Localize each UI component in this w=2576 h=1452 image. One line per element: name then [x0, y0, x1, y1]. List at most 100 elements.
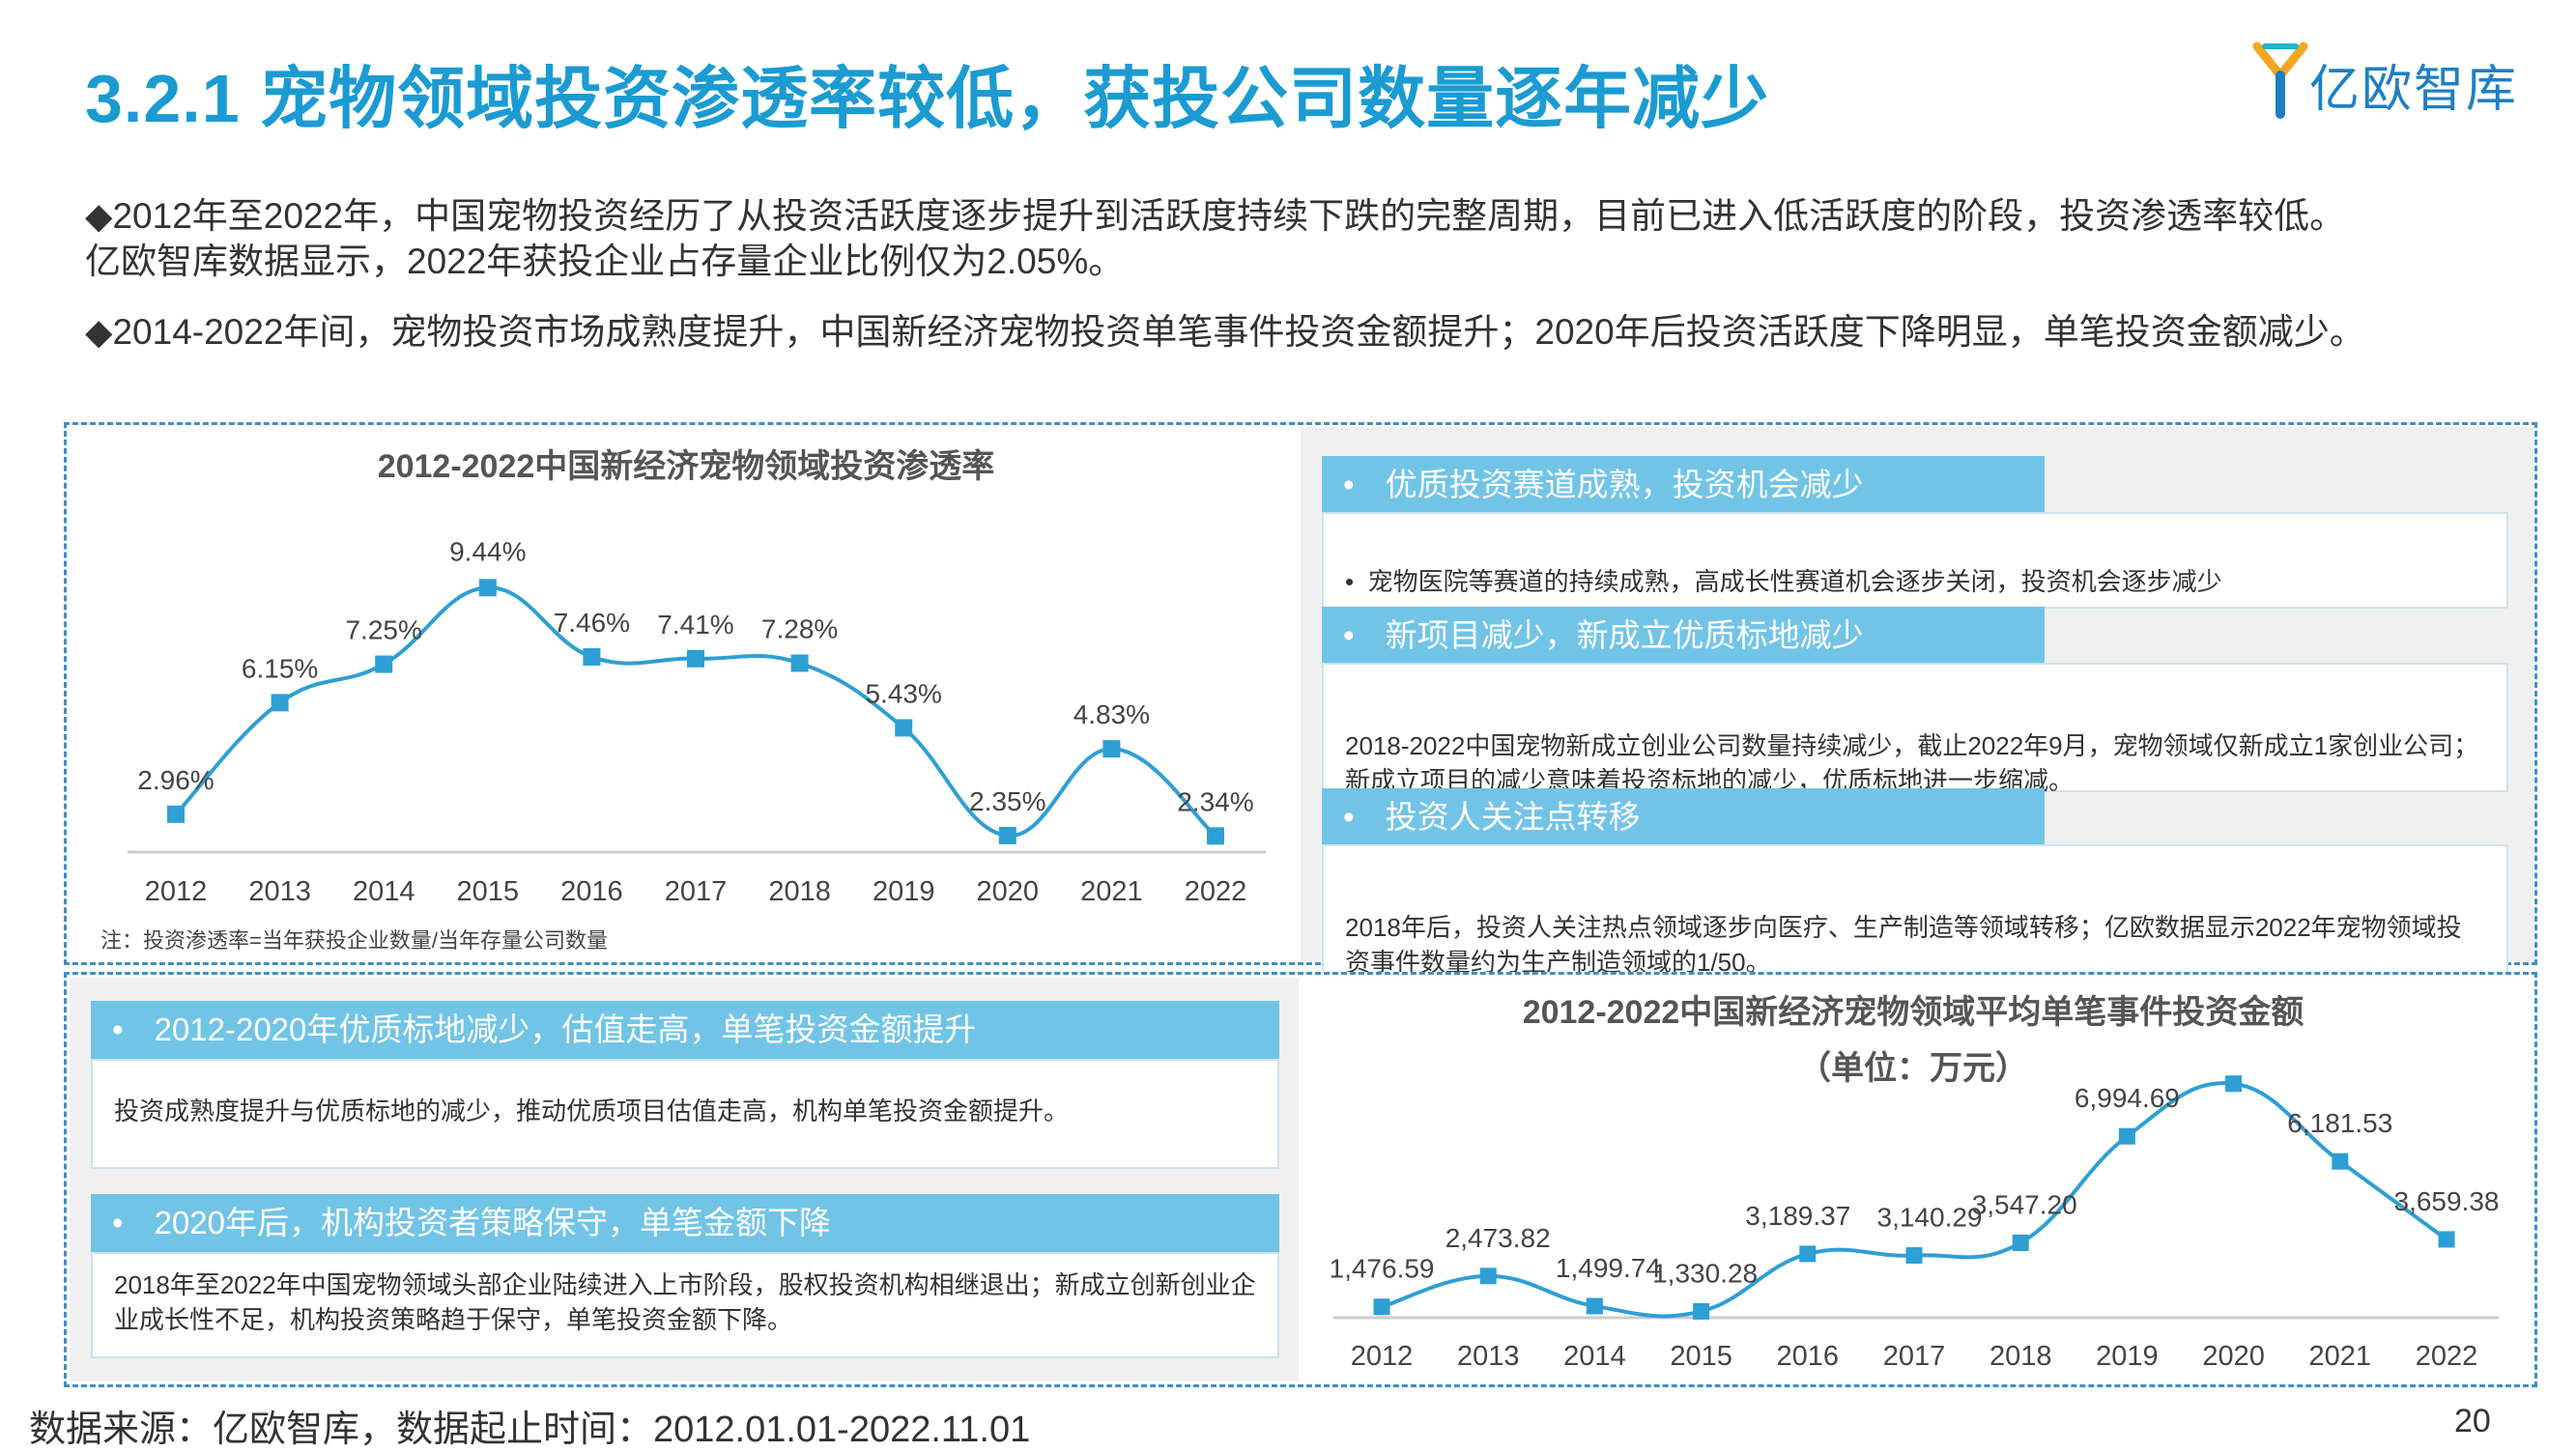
data-label: 7.46% [554, 608, 630, 638]
data-label: 2.35% [969, 786, 1045, 816]
data-label: 9.44% [449, 536, 526, 566]
x-tick-label: 2019 [873, 876, 935, 907]
right-card-3-body: 2018年后，投资人关注热点领域逐步向医疗、生产制造等领域转移；亿欧数据显示20… [1322, 844, 2508, 977]
data-point [1586, 1297, 1603, 1315]
data-label: 7.25% [345, 615, 421, 645]
data-point [271, 694, 289, 712]
data-point [375, 655, 393, 673]
x-tick-label: 2016 [560, 876, 623, 907]
right-card-2-header: • 新项目减少，新成立优质标地减少 [1322, 607, 2045, 665]
x-tick-label: 2021 [1080, 876, 1143, 907]
data-label: 3,659.38 [2394, 1186, 2500, 1216]
data-label: 3,547.20 [1972, 1189, 2077, 1219]
data-point [687, 649, 704, 668]
data-label: 7.41% [657, 610, 733, 640]
x-tick-label: 2014 [353, 876, 415, 907]
intro-bullet-1-line-1: ◆2012年至2022年，中国宠物投资经历了从投资活跃度逐步提升到活跃度持续下跌… [85, 196, 2346, 236]
data-label: 4.83% [1073, 699, 1150, 729]
data-label: 6,181.53 [2287, 1108, 2392, 1138]
data-label: 2,473.82 [1445, 1223, 1551, 1253]
right-card-1-body: • 宠物医院等赛道的持续成熟，高成长性赛道机会逐步关闭，投资机会逐步减少 [1322, 512, 2508, 609]
data-label: 1,499.74 [1556, 1253, 1661, 1283]
data-point [2438, 1231, 2455, 1248]
left-card-2-title: 2020年后，机构投资者策略保守，单笔金额下降 [154, 1205, 831, 1240]
right-card-3-title: 投资人关注点转移 [1385, 799, 1641, 835]
data-point [2012, 1234, 2029, 1251]
x-tick-label: 2020 [977, 876, 1040, 907]
data-point [1373, 1298, 1390, 1316]
data-point [1905, 1247, 1923, 1265]
data-point [1799, 1245, 1817, 1263]
right-card-2: • 新项目减少，新成立优质标地减少 2018-2022中国宠物新成立创业公司数量持… [1322, 607, 2508, 795]
left-card-1-title: 2012-2020年优质标地减少，估值走高，单笔投资金额提升 [154, 1011, 977, 1047]
left-card-1-body: 投资成熟度提升与优质标地的减少，推动优质项目估值走高，机构单笔投资金额提升。 [91, 1059, 1279, 1169]
data-label: 2.34% [1177, 786, 1253, 816]
intro-bullet-1-line-2: 亿欧智库数据显示，2022年获投企业占存量企业比例仅为2.05%。 [85, 242, 1125, 281]
bullet-dot: • [1343, 799, 1355, 835]
series-line [1381, 1081, 2448, 1319]
logo: 亿欧智库 [2251, 37, 2532, 124]
x-tick-label: 2018 [768, 876, 831, 907]
right-card-2-title: 新项目减少，新成立优质标地减少 [1385, 617, 1864, 653]
x-tick-label: 2012 [145, 876, 208, 907]
data-point [790, 654, 809, 672]
right-card-1-title: 优质投资赛道成熟，投资机会减少 [1385, 467, 1864, 502]
page-number: 20 [2454, 1403, 2491, 1439]
bullet-dot: • [112, 1205, 124, 1240]
chart1-title: 2012-2022中国新经济宠物领域投资渗透率 [377, 448, 995, 485]
data-point [1102, 740, 1121, 758]
chart2-subtitle: （单位：万元） [1798, 1050, 2028, 1087]
data-label: 1,330.28 [1652, 1258, 1758, 1288]
data-label: 6.15% [242, 653, 318, 683]
right-card-3: • 投资人关注点转移 2018年后，投资人关注热点领域逐步向医疗、生产制造等领域转… [1322, 788, 2508, 977]
chart1-note: 注：投资渗透率=当年获投企业数量/当年存量公司数量 [100, 928, 608, 953]
x-tick-label: 2012 [1351, 1341, 1414, 1372]
x-tick-label: 2022 [2416, 1341, 2478, 1372]
data-label: 6,994.69 [2075, 1083, 2180, 1113]
x-tick-label: 2019 [2096, 1341, 2159, 1372]
x-tick-label: 2016 [1777, 1341, 1840, 1372]
data-point [1693, 1302, 1710, 1320]
bullet-dot: • [112, 1011, 124, 1047]
bullet-dot: • [1345, 567, 1355, 596]
logo-mark-icon [2252, 42, 2308, 119]
chart2-title: 2012-2022中国新经济宠物领域平均单笔事件投资金额 [1522, 994, 2304, 1031]
bullet-dot: • [1343, 467, 1355, 502]
x-tick-label: 2022 [1185, 876, 1247, 907]
left-card-2-header: • 2020年后，机构投资者策略保守，单笔金额下降 [91, 1194, 1279, 1252]
data-point [998, 826, 1016, 844]
x-tick-label: 2014 [1563, 1341, 1626, 1372]
data-point [1207, 827, 1224, 845]
x-tick-label: 2015 [1670, 1341, 1732, 1372]
left-card-1: • 2012-2020年优质标地减少，估值走高，单笔投资金额提升 投资成熟度提升与… [91, 1001, 1279, 1169]
intro-bullet-2: ◆2014-2022年间，宠物投资市场成熟度提升，中国新经济宠物投资单笔事件投资… [85, 312, 2365, 352]
logo-text: 亿欧智库 [2309, 62, 2519, 118]
right-card-1-header: • 优质投资赛道成熟，投资机会减少 [1322, 456, 2045, 514]
footer-source: 数据来源：亿欧智库，数据起止时间：2012.01.01-2022.11.01 [29, 1409, 1031, 1450]
right-card-3-header: • 投资人关注点转移 [1322, 788, 2045, 846]
x-tick-label: 2013 [1457, 1341, 1520, 1372]
right-card-2-body: 2018-2022中国宠物新成立创业公司数量持续减少，截止2022年9月，宠物领… [1322, 663, 2508, 795]
data-point [2332, 1153, 2349, 1170]
x-tick-label: 2018 [1989, 1341, 2052, 1372]
page-title: 3.2.1 宠物领域投资渗透率较低，获投公司数量逐年减少 [85, 61, 1770, 136]
left-card-2-body: 2018年至2022年中国宠物领域头部企业陆续进入上市阶段，股权投资机构相继退出… [91, 1252, 1279, 1358]
data-label: 3,140.29 [1877, 1203, 1983, 1233]
data-point [2118, 1127, 2135, 1145]
data-point [167, 805, 185, 823]
data-label: 3,189.37 [1745, 1201, 1850, 1231]
data-point [1479, 1267, 1497, 1285]
right-card-1-text: 宠物医院等赛道的持续成熟，高成长性赛道机会逐步关闭，投资机会逐步减少 [1367, 567, 2222, 596]
x-tick-label: 2021 [2309, 1341, 2372, 1372]
x-tick-label: 2017 [665, 876, 728, 907]
data-label: 5.43% [865, 678, 941, 708]
data-point [895, 719, 913, 737]
left-card-1-header: • 2012-2020年优质标地减少，估值走高，单笔投资金额提升 [91, 1001, 1279, 1059]
x-tick-label: 2020 [2202, 1341, 2265, 1372]
data-point [2225, 1075, 2243, 1093]
x-tick-label: 2013 [248, 876, 311, 907]
data-label: 1,476.59 [1330, 1254, 1435, 1284]
chart1-svg: 2.96% 2012 6.15% 2013 7.25% 2014 9.44% 2015 7.46… [128, 536, 1266, 907]
data-point [583, 647, 601, 666]
chart2-svg: 1,476.59 2012 2,473.82 2013 1,499.74 2014 1,33… [1330, 1075, 2500, 1372]
